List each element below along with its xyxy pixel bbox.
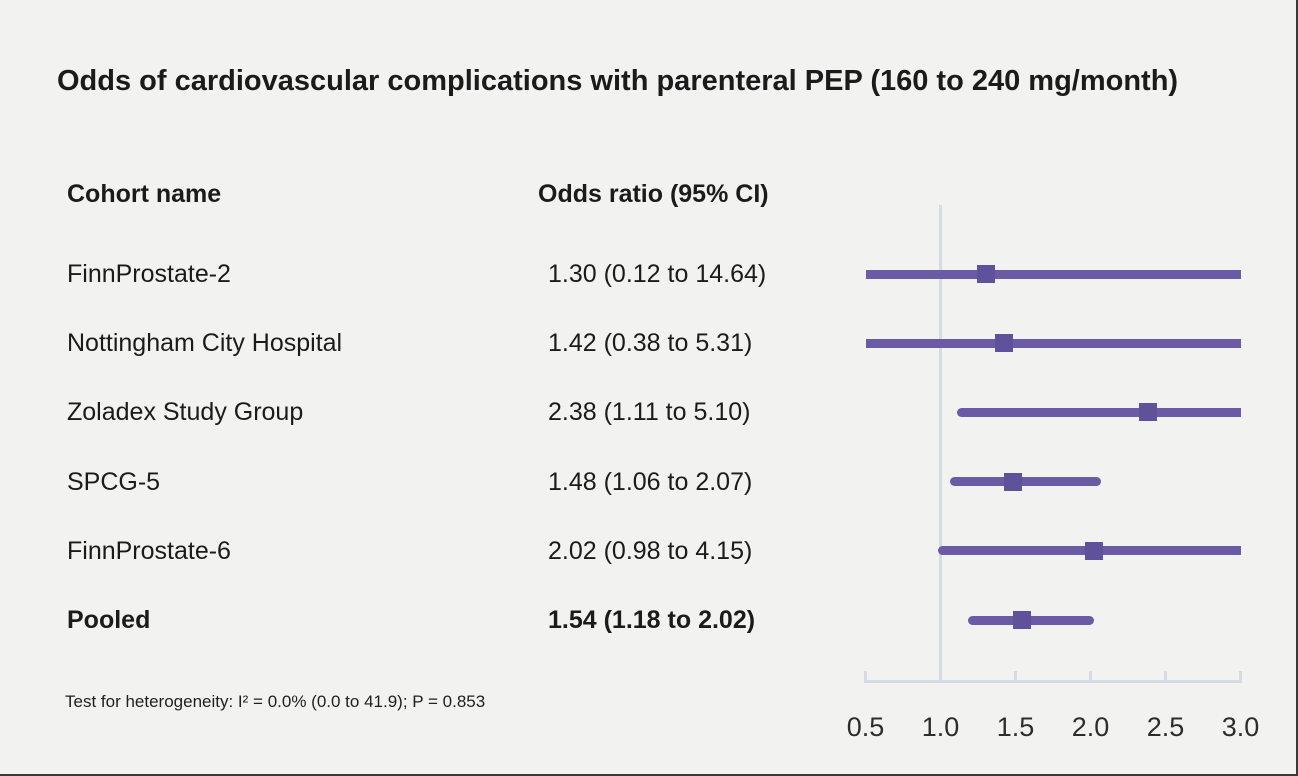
forest-row-label: Pooled xyxy=(67,606,151,634)
x-axis-tick-label: 0.5 xyxy=(846,712,885,742)
forest-or-marker xyxy=(1138,403,1157,422)
x-axis-tick xyxy=(1089,671,1092,680)
x-axis-tick-label: 1.0 xyxy=(921,712,960,742)
forest-ci-line xyxy=(967,615,1094,625)
forest-row-label: FinnProstate-2 xyxy=(67,260,231,288)
x-axis-tick xyxy=(864,671,867,680)
forest-row-or-value: 2.02 (0.98 to 4.15) xyxy=(548,536,753,565)
chart-title: Odds of cardiovascular complications wit… xyxy=(57,65,1179,97)
forest-row-or-value: 1.42 (0.38 to 5.31) xyxy=(548,329,753,358)
forest-row-or-value: 1.54 (1.18 to 2.02) xyxy=(548,606,756,634)
x-axis-line xyxy=(864,680,1242,683)
x-axis-tick-label: 2.0 xyxy=(1071,712,1110,742)
column-header-odds-ratio: Odds ratio (95% CI) xyxy=(538,180,769,208)
forest-ci-line xyxy=(949,477,1101,487)
forest-or-marker xyxy=(1003,472,1022,491)
forest-row-or-value: 2.38 (1.11 to 5.10) xyxy=(548,398,751,427)
x-axis-tick xyxy=(1164,671,1167,680)
forest-or-marker xyxy=(1012,611,1031,629)
forest-row-label: Zoladex Study Group xyxy=(67,398,304,427)
heterogeneity-footnote: Test for heterogeneity: I² = 0.0% (0.0 t… xyxy=(65,692,486,711)
forest-ci-line xyxy=(957,407,1241,417)
forest-or-marker xyxy=(1084,541,1103,560)
x-axis-tick xyxy=(1014,671,1017,680)
x-axis-tick-label: 1.5 xyxy=(996,712,1035,742)
x-axis-tick-label: 3.0 xyxy=(1221,712,1260,742)
x-axis-tick-label: 2.5 xyxy=(1146,712,1185,742)
forest-ci-line xyxy=(865,269,1241,279)
forest-ci-line xyxy=(865,338,1241,348)
forest-or-marker xyxy=(976,265,995,283)
x-axis-tick xyxy=(939,671,942,680)
forest-row-or-value: 1.30 (0.12 to 14.64) xyxy=(548,260,767,288)
x-axis-tick xyxy=(1239,671,1242,680)
forest-row-or-value: 1.48 (1.06 to 2.07) xyxy=(548,467,753,496)
forest-row-label: Nottingham City Hospital xyxy=(67,329,343,358)
forest-row-label: SPCG-5 xyxy=(67,467,161,496)
forest-row-label: FinnProstate-6 xyxy=(67,536,231,565)
reference-line xyxy=(939,205,942,683)
column-header-cohort: Cohort name xyxy=(67,180,222,208)
forest-or-marker xyxy=(994,334,1013,353)
